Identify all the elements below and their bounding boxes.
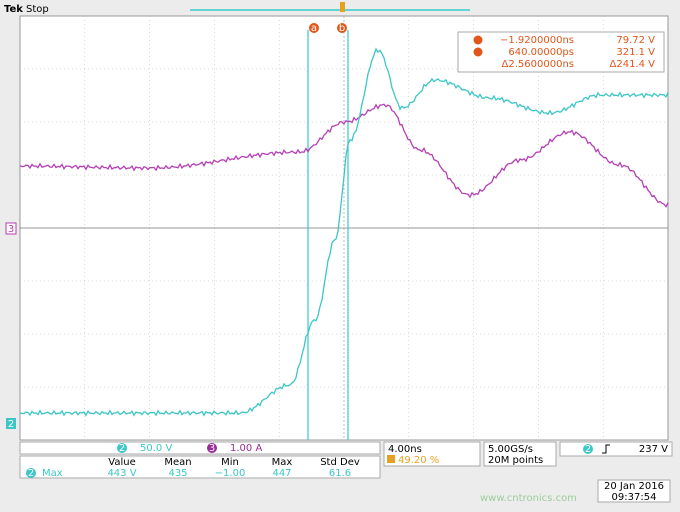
cursor-b-label: b [339,23,345,34]
trigger-pos-icon [387,455,395,463]
meas-header: Max [272,457,293,468]
watermark: www.cntronics.com [480,493,577,504]
ch2-badge-label: 2 [119,443,125,454]
measurement-cells: Value Mean Min Max Std Dev 2 Max 443 V 435 −1.00 4… [26,457,360,479]
cursor-b-badge [337,23,347,33]
readout-b-badge [473,47,483,57]
meas-badge [26,468,36,478]
ch3-scale: 1.00 A [230,443,262,454]
ch3-waveform [19,103,669,208]
trigger-badge [583,444,593,454]
a-value: 79.72 V [616,35,655,46]
ch2-marker-label: 2 [8,419,14,430]
cursor-a-label: a [311,23,317,34]
delta-value: Δ241.4 V [610,59,656,70]
ch3-badge [207,443,217,453]
measurement-table [19,455,381,479]
ch3-marker [5,222,17,235]
channel-bar [19,441,381,455]
meas-name: Max [42,468,63,479]
time: 09:37:54 [612,492,657,503]
timebase-box [383,441,481,467]
meas-cell: 61.6 [329,468,351,479]
meas-header: Std Dev [320,457,360,468]
sample-rate: 5.00GS/s [488,444,533,455]
readout-a-badge [473,35,483,45]
trigger-level: 237 V [639,444,668,455]
meas-cell: 447 [272,468,291,479]
acq-state: Stop [26,4,49,15]
meas-header: Min [221,457,239,468]
trigger-slope [602,444,610,454]
cursor-a-badge [309,23,319,33]
ch3-marker-label: 3 [8,224,14,235]
b-time: 640.00000ps [508,47,574,58]
meas-cell: 443 V [107,468,136,479]
timestamp-box [597,479,671,503]
trigger-position: 49.20 % [398,455,439,466]
a-time: −1.9200000ns [500,35,574,46]
ch2-waveform [19,47,669,417]
trigger-channel: 2 [585,444,591,455]
record-length: 20M points [488,455,543,466]
meas-cell: −1.00 [215,468,246,479]
delta-time: Δ2.5600000ns [502,59,574,70]
cursor-readout [457,31,665,73]
ch2-scale: 50.0 V [140,443,172,454]
trigger-marker [340,2,345,12]
acq-box [483,441,557,467]
meas-cell: 435 [168,468,187,479]
date: 20 Jan 2016 [604,481,664,492]
brand: Tek [4,4,23,15]
meas-header: Value [108,457,135,468]
ch2-badge [117,443,127,453]
timebase: 4.00ns [388,444,422,455]
ch3-badge-label: 3 [209,443,215,454]
meas-channel: 2 [28,468,34,479]
meas-header: Mean [164,457,191,468]
b-value: 321.1 V [616,47,655,58]
ch2-marker [6,418,16,429]
